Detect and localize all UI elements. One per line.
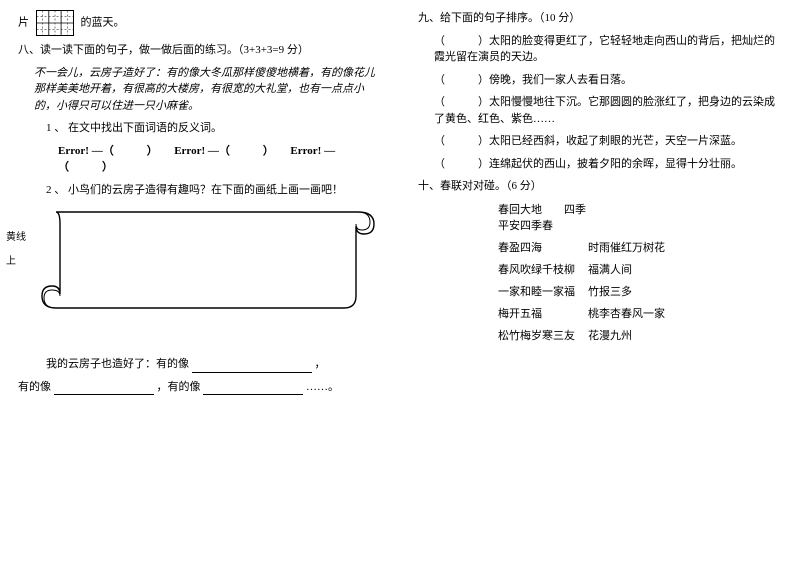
side-label-2: 上 bbox=[6, 252, 16, 267]
section-9-title: 九、给下面的句子排序。（10 分） bbox=[418, 10, 782, 27]
q2-text: 小鸟们的云房子造得有趣吗？在下面的画纸上画一画吧！ bbox=[68, 184, 343, 196]
fill-lead: 我的云房子也造好了：有的像 bbox=[46, 358, 189, 370]
q1-row: 1 、 在文中找出下面词语的反义词。 bbox=[18, 120, 382, 137]
section-10-title: 十、春联对对碰。（6 分） bbox=[418, 178, 782, 195]
q1-items: Error! —（ ） Error! —（ ） Error! —（ ） bbox=[18, 143, 382, 176]
row-pian: 片 的蓝天。 bbox=[18, 10, 382, 36]
q1-label: 1 、 bbox=[46, 122, 65, 134]
pair-row-0: 春回大地 四季平安四季春 bbox=[418, 201, 782, 233]
blank-1[interactable] bbox=[192, 361, 312, 373]
pair-r-1: 时雨催红万树花 bbox=[588, 239, 758, 255]
pair-row-1: 春盈四海 时雨催红万树花 bbox=[418, 239, 782, 255]
pair-row-3: 一家和睦一家福 竹报三多 bbox=[418, 283, 782, 299]
drawing-scroll bbox=[38, 204, 382, 316]
fill-row-2: 有的像 ，有的像 ……。 bbox=[18, 379, 382, 396]
section-8-title: 八、读一读下面的句子，做一做后面的练习。（3+3+3=9 分） bbox=[18, 42, 382, 59]
q1-text: 在文中找出下面词语的反义词。 bbox=[68, 122, 222, 134]
q2-label: 2 、 bbox=[46, 184, 65, 196]
pair-r-5: 花漫九州 bbox=[588, 327, 758, 343]
pair-r-2: 福满人间 bbox=[588, 261, 758, 277]
pair-r-4: 桃李杏春风一家 bbox=[588, 305, 758, 321]
sent-5: （ ）连绵起伏的西山，披着夕阳的余晖，显得十分壮丽。 bbox=[418, 156, 782, 173]
pair-l-0: 春回大地 bbox=[498, 204, 542, 216]
fill-mid1: ， bbox=[315, 358, 326, 370]
passage: 不一会儿，云房子造好了：有的像大冬瓜那样傻傻地横着，有的像花儿那样美美地开着，有… bbox=[18, 65, 382, 115]
sent-3: （ ）太阳慢慢地往下沉。它那圆圆的脸涨红了，把身边的云染成了黄色、红色、紫色…… bbox=[418, 94, 782, 127]
pair-l-1: 春盈四海 bbox=[418, 239, 588, 255]
pian-suffix: 的蓝天。 bbox=[81, 17, 125, 29]
blank-3[interactable] bbox=[203, 383, 303, 395]
pair-row-2: 春风吹绿千枝柳 福满人间 bbox=[418, 261, 782, 277]
pian-prefix: 片 bbox=[18, 17, 29, 29]
pair-l-2: 春风吹绿千枝柳 bbox=[418, 261, 588, 277]
tianzige-grid bbox=[36, 10, 74, 36]
sent-1: （ ）太阳的脸变得更红了，它轻轻地走向西山的背后，把灿烂的霞光留在演员的天边。 bbox=[418, 33, 782, 66]
fill-end: ……。 bbox=[306, 381, 339, 393]
pair-l-3: 一家和睦一家福 bbox=[418, 283, 588, 299]
side-label-1: 黄线 bbox=[6, 228, 26, 243]
sent-2: （ ）傍晚，我们一家人去看日落。 bbox=[418, 72, 782, 89]
fill-row-1: 我的云房子也造好了：有的像 ， bbox=[18, 356, 382, 373]
fill-lead2: 有的像 bbox=[18, 381, 51, 393]
sent-4: （ ）太阳已经西斜，收起了刺眼的光芒，天空一片深蓝。 bbox=[418, 133, 782, 150]
fill-mid2: ，有的像 bbox=[157, 381, 201, 393]
pair-row-5: 松竹梅岁寒三友 花漫九州 bbox=[418, 327, 782, 343]
q2-row: 2 、 小鸟们的云房子造得有趣吗？在下面的画纸上画一画吧！ bbox=[18, 182, 382, 199]
pair-l-5: 松竹梅岁寒三友 bbox=[418, 327, 588, 343]
pair-r-3: 竹报三多 bbox=[588, 283, 758, 299]
blank-2[interactable] bbox=[54, 383, 154, 395]
pair-row-4: 梅开五福 桃李杏春风一家 bbox=[418, 305, 782, 321]
pair-l-4: 梅开五福 bbox=[418, 305, 588, 321]
